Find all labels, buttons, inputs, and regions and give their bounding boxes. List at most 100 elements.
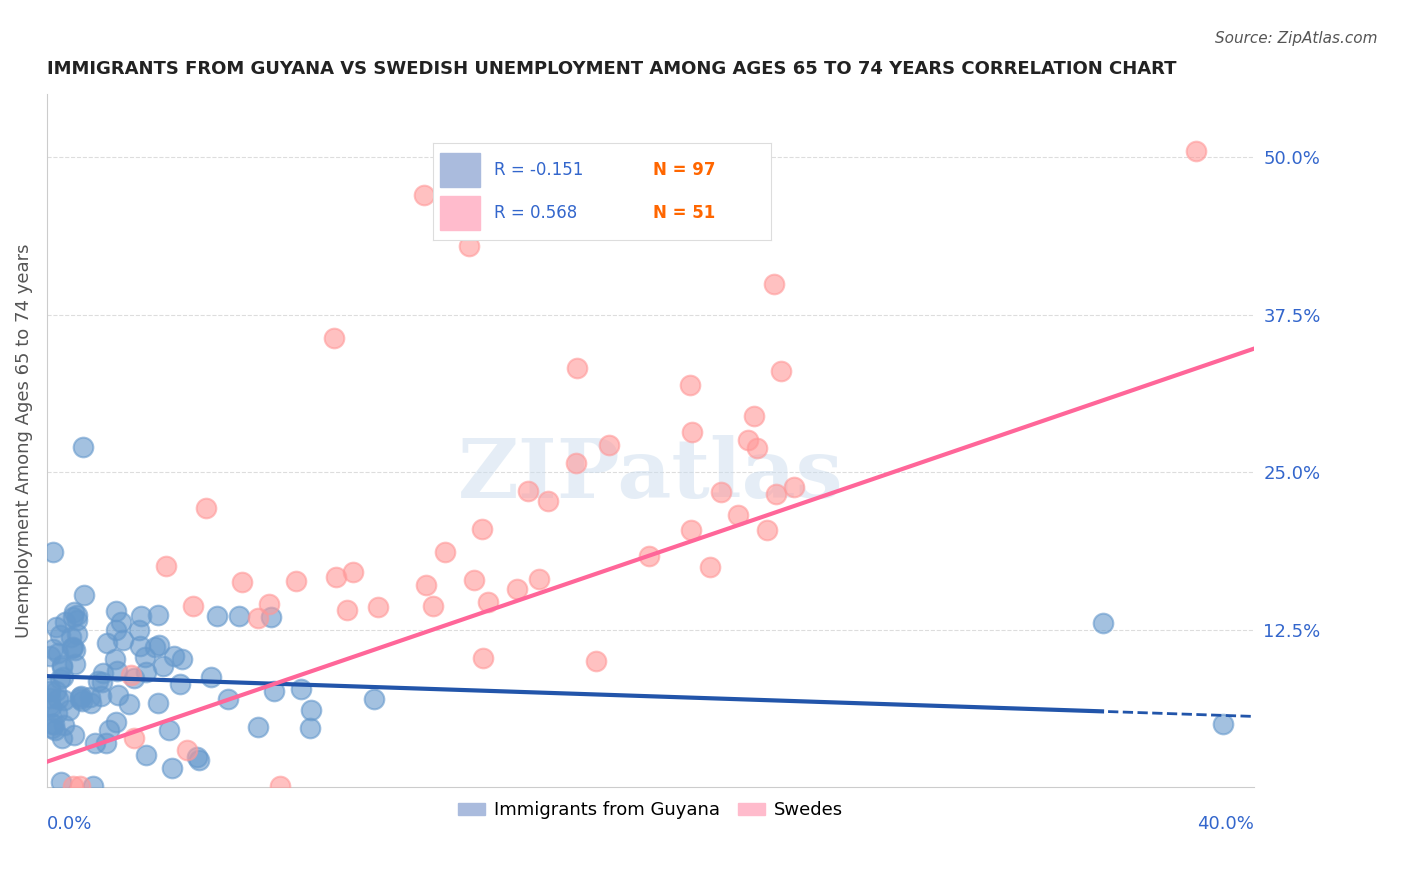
Point xyxy=(107,688,129,702)
Point xyxy=(143,640,166,654)
Point xyxy=(39,698,62,712)
Point xyxy=(69,692,91,706)
Point xyxy=(46,691,69,706)
Point xyxy=(66,608,89,623)
Point xyxy=(45,620,67,634)
Point xyxy=(231,574,253,589)
Point xyxy=(471,522,494,536)
Point xyxy=(260,609,283,624)
Point xyxy=(53,615,76,630)
Point xyxy=(38,648,60,663)
Point xyxy=(52,693,75,707)
Point xyxy=(91,665,114,680)
Point xyxy=(72,440,94,454)
Point xyxy=(413,188,436,202)
Point xyxy=(322,331,344,345)
Point xyxy=(69,779,91,793)
Point xyxy=(135,747,157,762)
Point xyxy=(181,599,204,613)
Point xyxy=(103,652,125,666)
Point xyxy=(146,607,169,622)
Text: 0.0%: 0.0% xyxy=(46,814,93,832)
Point xyxy=(122,731,145,746)
Point xyxy=(727,508,749,522)
Point xyxy=(247,720,270,734)
Point xyxy=(98,723,121,737)
Point xyxy=(82,779,104,793)
Text: 40.0%: 40.0% xyxy=(1197,814,1254,832)
Point xyxy=(96,636,118,650)
Point xyxy=(41,545,63,559)
Point xyxy=(42,717,65,731)
Point xyxy=(48,673,70,687)
Point xyxy=(45,706,67,721)
Point xyxy=(58,703,80,717)
Point xyxy=(52,718,75,732)
Point xyxy=(263,683,285,698)
Point xyxy=(285,574,308,588)
Point xyxy=(756,523,779,537)
Point xyxy=(745,441,768,455)
Point xyxy=(299,721,322,735)
Point xyxy=(122,671,145,685)
Point xyxy=(160,761,183,775)
Point xyxy=(104,604,127,618)
Point xyxy=(422,599,444,613)
Point xyxy=(44,723,66,738)
Point xyxy=(336,603,359,617)
Point xyxy=(38,690,60,705)
Point xyxy=(128,624,150,638)
Point xyxy=(105,714,128,729)
Point xyxy=(290,682,312,697)
Point xyxy=(517,483,540,498)
Y-axis label: Unemployment Among Ages 65 to 74 years: Unemployment Among Ages 65 to 74 years xyxy=(15,244,32,638)
Point xyxy=(187,753,209,767)
Text: ZIPatlas: ZIPatlas xyxy=(457,435,844,516)
Point xyxy=(90,690,112,704)
Point xyxy=(527,573,550,587)
Text: Source: ZipAtlas.com: Source: ZipAtlas.com xyxy=(1215,31,1378,46)
Point xyxy=(415,578,437,592)
Point xyxy=(342,566,364,580)
Point xyxy=(638,549,661,563)
Point xyxy=(269,779,291,793)
Point xyxy=(585,654,607,668)
Point xyxy=(59,630,82,644)
Point xyxy=(48,628,70,642)
Point xyxy=(1091,616,1114,631)
Point xyxy=(170,652,193,666)
Point xyxy=(62,640,84,654)
Point xyxy=(128,639,150,653)
Point xyxy=(565,360,588,375)
Point xyxy=(38,683,60,698)
Point xyxy=(118,697,141,711)
Point xyxy=(63,657,86,671)
Point xyxy=(765,487,787,501)
Point xyxy=(42,641,65,656)
Point xyxy=(49,775,72,789)
Point xyxy=(62,609,84,624)
Point xyxy=(51,657,73,672)
Point xyxy=(737,433,759,447)
Point xyxy=(148,638,170,652)
Legend: Immigrants from Guyana, Swedes: Immigrants from Guyana, Swedes xyxy=(450,794,851,826)
Point xyxy=(152,659,174,673)
Point xyxy=(87,674,110,689)
Point xyxy=(742,409,765,423)
Point xyxy=(458,238,481,252)
Point xyxy=(51,731,73,746)
Point xyxy=(70,689,93,703)
Point xyxy=(1212,717,1234,731)
Point xyxy=(72,694,94,708)
Point xyxy=(1185,144,1208,158)
Point xyxy=(73,588,96,602)
Point xyxy=(434,545,457,559)
Point xyxy=(134,649,156,664)
Point xyxy=(157,723,180,737)
Point xyxy=(63,605,86,619)
Point xyxy=(41,721,63,735)
Point xyxy=(46,646,69,660)
Point xyxy=(186,750,208,764)
Point xyxy=(62,779,84,793)
Point xyxy=(79,690,101,704)
